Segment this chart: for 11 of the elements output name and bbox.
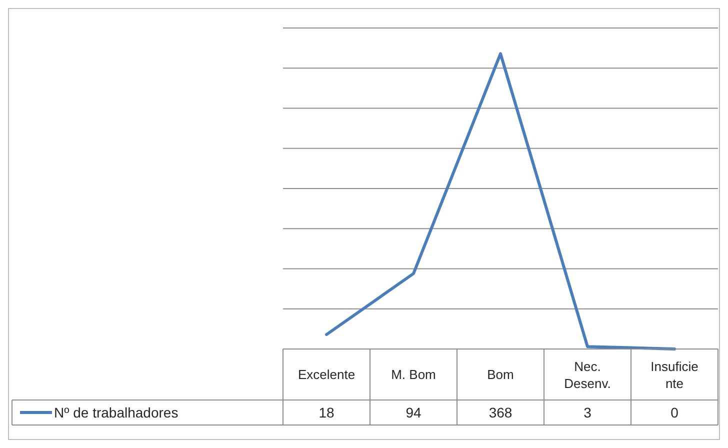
x-tick-label: Nec. Desenv. <box>564 359 611 392</box>
data-label: 18 <box>318 404 334 420</box>
x-tick-label: Insuficiente <box>650 359 698 392</box>
x-tick-label: M. Bom <box>391 367 436 382</box>
legend-label: Nº de trabalhadores <box>54 404 178 420</box>
data-label: 0 <box>670 404 679 420</box>
x-tick-label: Excelente <box>298 367 356 382</box>
x-tick-label: Bom <box>487 367 514 382</box>
data-label: 94 <box>406 404 422 420</box>
data-label: 368 <box>488 404 512 420</box>
data-label: 3 <box>584 404 592 420</box>
